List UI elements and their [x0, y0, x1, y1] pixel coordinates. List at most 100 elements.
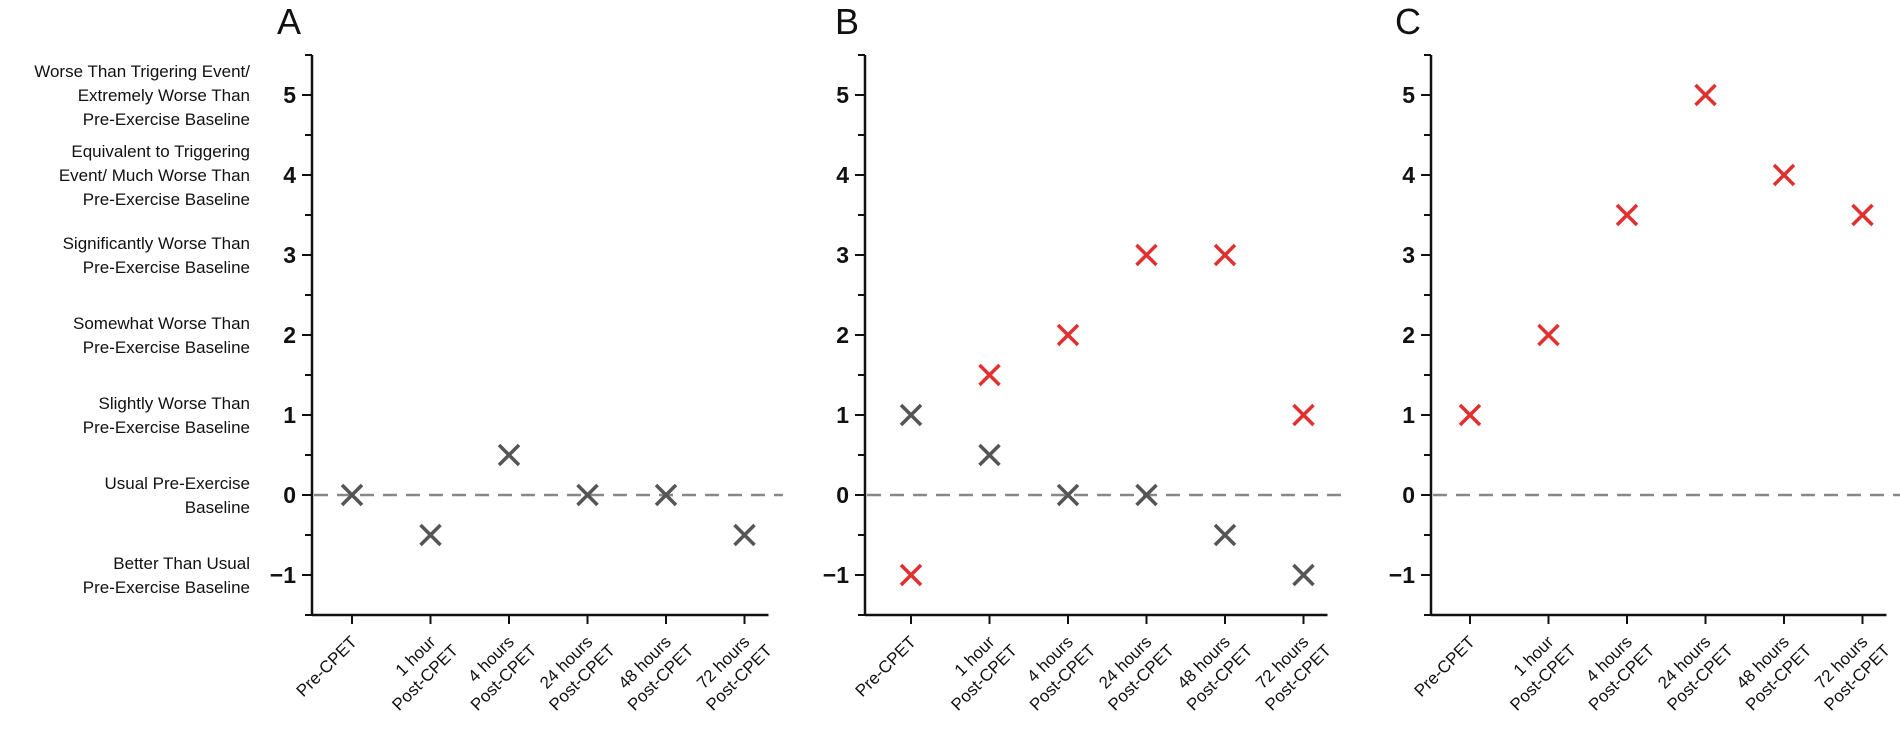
y-tick-label: 1	[283, 402, 296, 428]
marker-stroke	[1213, 523, 1237, 547]
y-category-label-line: Pre-Exercise Baseline	[83, 190, 250, 209]
data-point-gray	[419, 523, 442, 547]
marker-stroke	[1292, 403, 1315, 427]
y-category-label-line: Event/ Much Worse Than	[59, 166, 250, 185]
data-point-gray	[576, 483, 599, 507]
y-tick-label: −1	[1389, 562, 1415, 588]
y-category-label-line: Pre-Exercise Baseline	[83, 258, 250, 277]
data-point-gray	[1292, 563, 1315, 587]
y-tick-label: 4	[836, 162, 849, 188]
y-category-label-line: Pre-Exercise Baseline	[83, 110, 250, 129]
data-point-red	[1056, 323, 1080, 347]
data-point-red	[899, 563, 923, 587]
marker-stroke	[654, 483, 678, 507]
x-tick-label: Pre-CPET	[293, 632, 361, 700]
marker-stroke	[1056, 483, 1080, 507]
data-point-gray	[978, 443, 1001, 467]
y-tick-label: 3	[283, 242, 296, 268]
marker-stroke	[1537, 323, 1560, 347]
marker-stroke	[1056, 323, 1080, 347]
y-tick-label: −1	[270, 562, 296, 588]
data-point-gray	[654, 483, 678, 507]
marker-stroke	[1615, 203, 1639, 227]
y-tick-label: 1	[1402, 402, 1415, 428]
marker-stroke	[419, 523, 442, 547]
y-tick-label: 2	[283, 322, 296, 348]
marker-stroke	[1135, 483, 1158, 507]
y-tick-label: 2	[1402, 322, 1415, 348]
y-tick-label: −1	[823, 562, 849, 588]
marker-stroke	[1458, 403, 1482, 427]
y-category-label-line: Pre-Exercise Baseline	[83, 578, 250, 597]
data-point-red	[1851, 203, 1874, 227]
y-category-label-line: Somewhat Worse Than	[73, 314, 250, 333]
y-category-label-line: Pre-Exercise Baseline	[83, 418, 250, 437]
y-category-label-line: Extremely Worse Than	[78, 86, 250, 105]
panel-label: C	[1395, 1, 1421, 42]
y-category-label-line: Pre-Exercise Baseline	[83, 338, 250, 357]
marker-stroke	[1851, 203, 1874, 227]
y-category-label-line: Equivalent to Triggering	[71, 142, 250, 161]
data-point-red	[1135, 243, 1158, 267]
data-point-red	[1694, 83, 1717, 107]
data-point-red	[1772, 163, 1796, 187]
data-point-gray	[497, 443, 521, 467]
data-point-gray	[340, 483, 364, 507]
y-tick-label: 1	[836, 402, 849, 428]
data-point-red	[1213, 243, 1237, 267]
y-tick-label: 5	[283, 82, 296, 108]
data-point-red	[1458, 403, 1482, 427]
y-category-label-line: Baseline	[185, 498, 250, 517]
x-tick-label-line: Pre-CPET	[852, 632, 920, 700]
y-category-label-line: Better Than Usual	[113, 554, 250, 573]
y-category-labels: Worse Than Trigering Event/Extremely Wor…	[34, 62, 250, 597]
marker-stroke	[576, 483, 599, 507]
x-tick-label-line: Pre-CPET	[1411, 632, 1479, 700]
marker-stroke	[1135, 243, 1158, 267]
y-category-label-line: Usual Pre-Exercise	[105, 474, 251, 493]
y-category-label-line: Slightly Worse Than	[99, 394, 251, 413]
data-point-red	[978, 363, 1001, 387]
marker-stroke	[899, 403, 923, 427]
x-tick-label: Pre-CPET	[852, 632, 920, 700]
x-tick-label: Pre-CPET	[1411, 632, 1479, 700]
marker-stroke	[1694, 83, 1717, 107]
panel-label: B	[835, 1, 859, 42]
data-point-gray	[1135, 483, 1158, 507]
marker-stroke	[497, 443, 521, 467]
data-point-red	[1292, 403, 1315, 427]
y-tick-label: 0	[1402, 482, 1415, 508]
y-tick-label: 2	[836, 322, 849, 348]
data-point-gray	[899, 403, 923, 427]
marker-stroke	[1292, 563, 1315, 587]
marker-stroke	[899, 563, 923, 587]
data-point-gray	[1056, 483, 1080, 507]
marker-stroke	[1772, 163, 1796, 187]
x-tick-label-line: Pre-CPET	[293, 632, 361, 700]
data-point-red	[1537, 323, 1560, 347]
panel-label: A	[277, 1, 301, 42]
marker-stroke	[978, 443, 1001, 467]
y-tick-label: 4	[1402, 162, 1415, 188]
y-tick-label: 4	[283, 162, 296, 188]
marker-stroke	[340, 483, 364, 507]
y-category-label-line: Worse Than Trigering Event/	[34, 62, 250, 81]
